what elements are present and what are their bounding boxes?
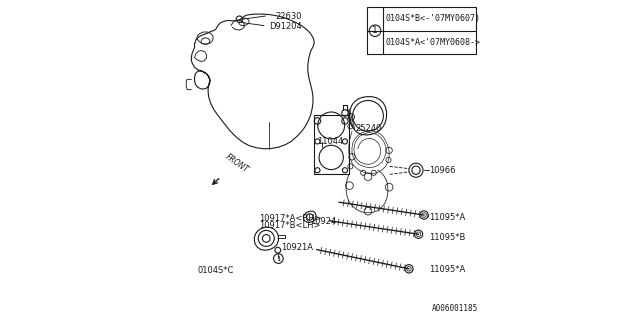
Text: 25240: 25240	[355, 124, 381, 132]
Text: 11095*A: 11095*A	[429, 213, 465, 222]
Bar	[314, 115, 349, 174]
Text: 0104S*B<-'07MY0607): 0104S*B<-'07MY0607)	[385, 14, 480, 23]
Text: 11095*A: 11095*A	[429, 265, 465, 274]
Text: FRONT: FRONT	[223, 152, 250, 174]
Text: 1: 1	[372, 26, 378, 35]
Text: 1: 1	[276, 256, 281, 261]
Text: 10924: 10924	[310, 217, 336, 226]
Text: A006001185: A006001185	[432, 304, 479, 313]
Text: 22630: 22630	[275, 12, 301, 20]
Text: 11095*B: 11095*B	[429, 233, 465, 242]
Text: 10921A: 10921A	[281, 243, 313, 252]
Text: 11044: 11044	[317, 137, 344, 146]
Text: 10966: 10966	[429, 166, 455, 175]
Text: 0104S*C: 0104S*C	[198, 266, 234, 275]
Bar	[367, 7, 476, 54]
Text: 10917*B<LH>: 10917*B<LH>	[259, 221, 321, 230]
Text: D91204: D91204	[269, 22, 301, 31]
Text: 10917*A<RH>: 10917*A<RH>	[259, 214, 322, 223]
Text: 0104S*A<'07MY0608->: 0104S*A<'07MY0608->	[385, 38, 480, 47]
